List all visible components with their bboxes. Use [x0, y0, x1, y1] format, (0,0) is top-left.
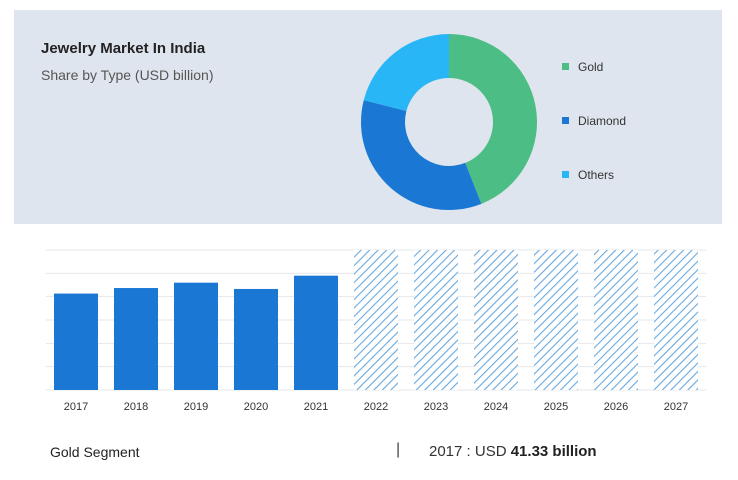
- legend-swatch: [562, 63, 569, 71]
- chart-subtitle: Share by Type (USD billion): [41, 67, 214, 83]
- legend-item-diamond: Diamond: [562, 114, 626, 128]
- bar-forecast-2026: [594, 250, 638, 390]
- donut-slice-others: [363, 33, 449, 112]
- x-tick-label: 2021: [304, 401, 328, 413]
- donut-slice-diamond: [361, 100, 482, 210]
- donut-chart: [361, 33, 537, 210]
- x-tick-label: 2017: [64, 401, 88, 413]
- legend-item-gold: Gold: [562, 60, 603, 74]
- bar-forecast-2024: [474, 250, 518, 390]
- segment-value-prefix: 2017 : USD: [429, 443, 511, 460]
- segment-value-amount: 41.33 billion: [510, 443, 597, 460]
- footer: Gold Segment | 2017 : USD 41.33 billion: [14, 430, 722, 468]
- legend-label: Gold: [578, 60, 604, 74]
- report-card: Jewelry Market In India Share by Type (U…: [14, 10, 722, 468]
- donut-slice-gold: [449, 34, 537, 204]
- x-tick-label: 2020: [244, 401, 268, 413]
- bar-2018: [114, 288, 158, 390]
- x-tick-label: 2018: [124, 401, 148, 413]
- x-tick-label: 2022: [364, 401, 388, 413]
- legend-label: Others: [578, 168, 615, 182]
- bar-forecast-2025: [534, 250, 578, 390]
- bar-2019: [174, 282, 218, 390]
- bar-2017: [54, 293, 98, 390]
- share-panel: Jewelry Market In India Share by Type (U…: [14, 10, 722, 224]
- bar-forecast-2022: [354, 250, 398, 390]
- bar-2021: [294, 275, 338, 390]
- bar-forecast-2023: [414, 250, 458, 390]
- bar-2020: [234, 288, 278, 390]
- legend-item-others: Others: [562, 168, 614, 182]
- bar-chart: 2017 2018 2019 2020 2021 2022 2023 2024 2025 2026…: [46, 249, 706, 413]
- legend-swatch: [562, 117, 569, 125]
- x-tick-label: 2019: [184, 401, 208, 413]
- segment-label: Gold Segment: [50, 444, 140, 460]
- x-tick-label: 2025: [544, 401, 568, 413]
- segment-value: 2017 : USD 41.33 billion: [429, 443, 597, 460]
- x-tick-label: 2027: [664, 401, 688, 413]
- legend-swatch: [562, 171, 569, 179]
- x-tick-label: 2023: [424, 401, 448, 413]
- legend-label: Diamond: [578, 114, 627, 128]
- bar-forecast-2027: [654, 250, 698, 390]
- footer-separator: |: [396, 441, 401, 458]
- x-tick-label: 2024: [484, 401, 508, 413]
- chart-title: Jewelry Market In India: [41, 40, 206, 57]
- x-tick-label: 2026: [604, 401, 628, 413]
